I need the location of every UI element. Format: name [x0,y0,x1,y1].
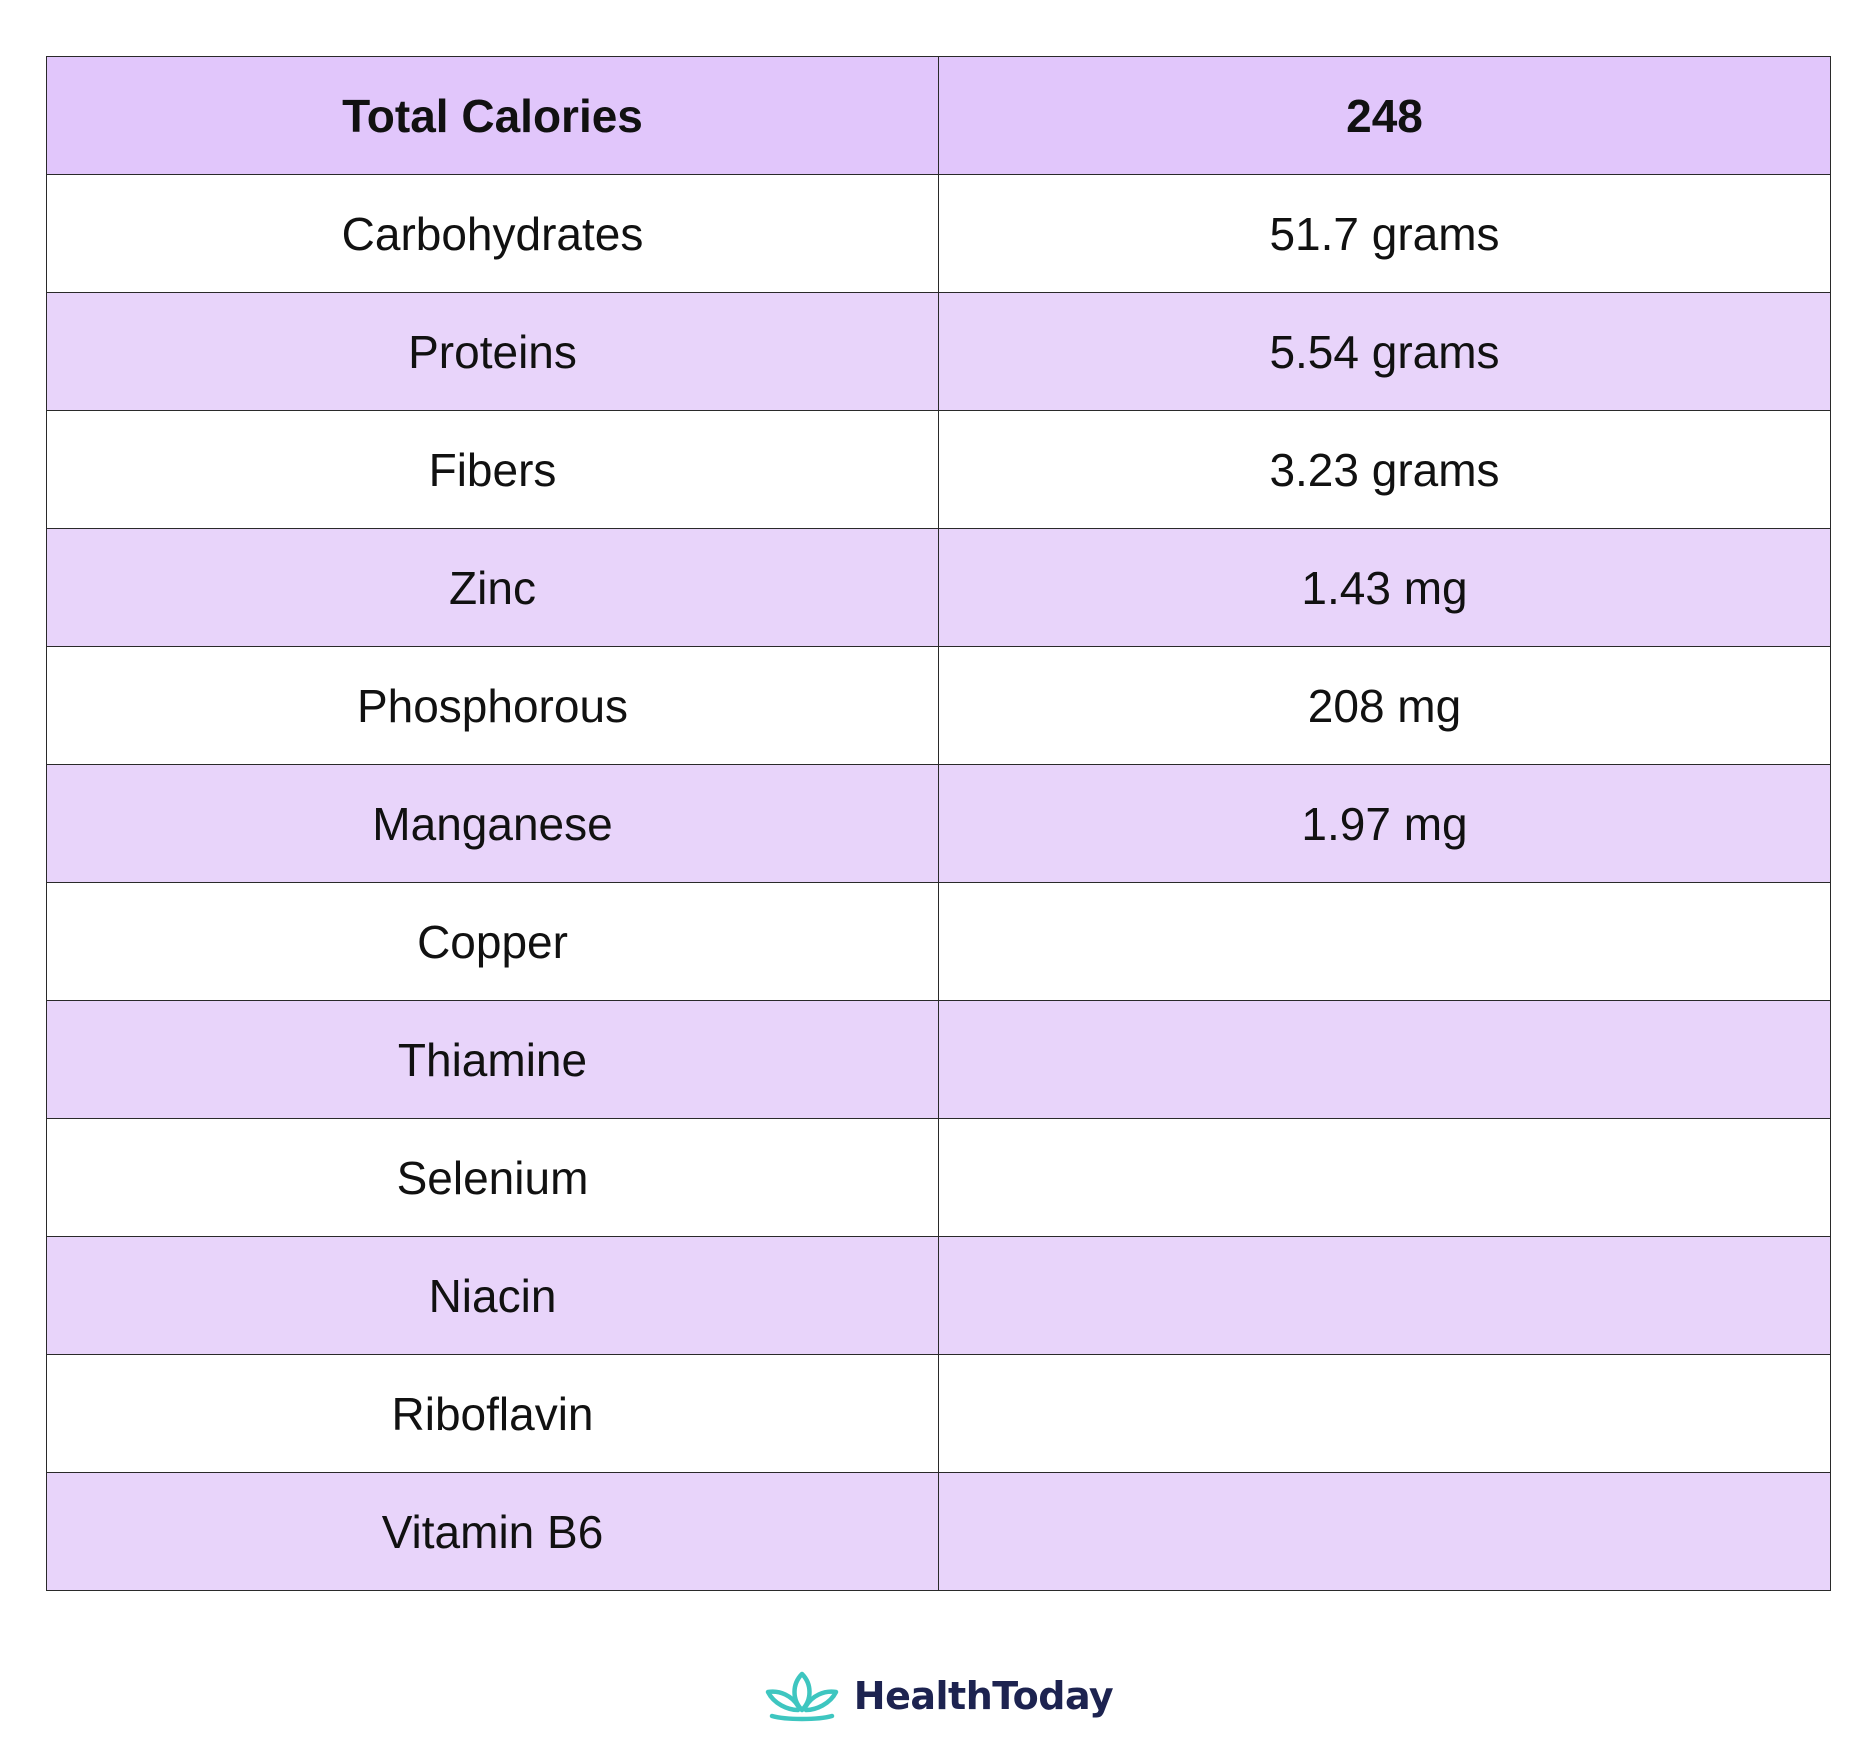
value-cell: 51.7 grams [938,174,1831,293]
header-nutrient-cell: Total Calories [46,56,939,175]
value-cell [938,882,1831,1001]
table-row: Copper [46,882,1831,1001]
table-row: Niacin [46,1236,1831,1355]
table-row: Thiamine [46,1000,1831,1119]
value-cell [938,1472,1831,1591]
table-row: Phosphorous 208 mg [46,646,1831,765]
nutrition-table: Total Calories 248 Carbohydrates 51.7 gr… [46,56,1831,1591]
nutrient-cell: Selenium [46,1118,939,1237]
table-row: Selenium [46,1118,1831,1237]
nutrient-cell: Phosphorous [46,646,939,765]
table-header-row: Total Calories 248 [46,56,1831,175]
nutrient-cell: Manganese [46,764,939,883]
value-cell: 1.97 mg [938,764,1831,883]
nutrient-cell: Proteins [46,292,939,411]
value-cell [938,1236,1831,1355]
table-row: Zinc 1.43 mg [46,528,1831,647]
nutrient-cell: Vitamin B6 [46,1472,939,1591]
lotus-icon [765,1671,839,1722]
value-cell [938,1000,1831,1119]
brand-footer: HealthToday [0,1668,1875,1724]
table-row: Riboflavin [46,1354,1831,1473]
table-row: Fibers 3.23 grams [46,410,1831,529]
nutrient-cell: Thiamine [46,1000,939,1119]
value-cell: 1.43 mg [938,528,1831,647]
nutrient-cell: Niacin [46,1236,939,1355]
value-cell: 5.54 grams [938,292,1831,411]
nutrient-cell: Zinc [46,528,939,647]
nutrient-cell: Riboflavin [46,1354,939,1473]
table-row: Manganese 1.97 mg [46,764,1831,883]
brand-name: HealthToday [853,1674,1114,1718]
nutrient-cell: Carbohydrates [46,174,939,293]
table-row: Carbohydrates 51.7 grams [46,174,1831,293]
nutrient-cell: Fibers [46,410,939,529]
table-row: Proteins 5.54 grams [46,292,1831,411]
table-row: Vitamin B6 [46,1472,1831,1591]
nutrient-cell: Copper [46,882,939,1001]
header-value-cell: 248 [938,56,1831,175]
value-cell: 3.23 grams [938,410,1831,529]
value-cell: 208 mg [938,646,1831,765]
value-cell [938,1354,1831,1473]
value-cell [938,1118,1831,1237]
